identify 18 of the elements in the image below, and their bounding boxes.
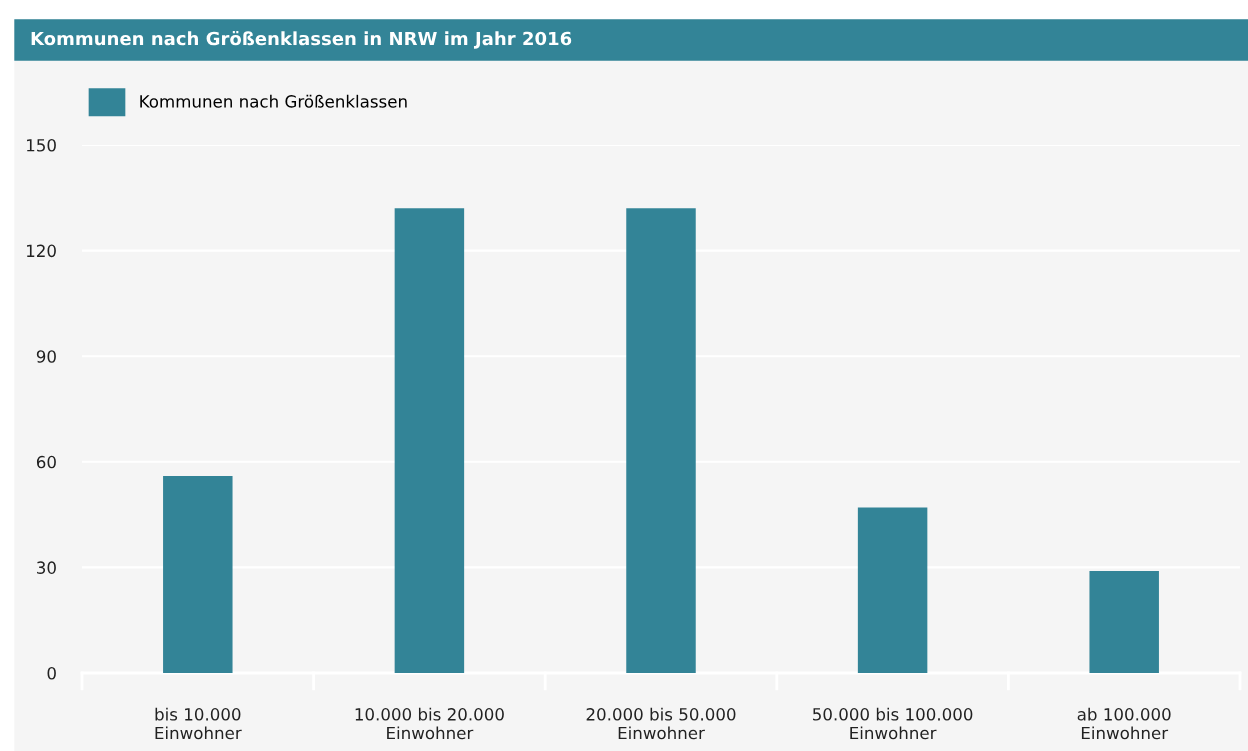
y-tick-label: 150 [27, 138, 56, 152]
y-tick-label: 120 [27, 244, 56, 258]
bar [1089, 570, 1159, 673]
bar [394, 208, 465, 673]
x-tick-label: ab 100.000 Einwohner [1077, 707, 1171, 740]
x-tick-label: bis 10.000 Einwohner [155, 707, 242, 740]
y-tick-label: 90 [36, 350, 56, 363]
y-tick-label: 0 [47, 666, 56, 680]
y-tick-label: 30 [37, 561, 56, 574]
chart-title: Kommunen nach Größenklassen in NRW im Jahr 2016 [31, 31, 572, 49]
legend-label: Kommunen nach Größenklassen [140, 94, 407, 108]
x-tick-label: 50.000 bis 100.000 Einwohner [813, 707, 973, 740]
bar [626, 208, 696, 673]
bar [857, 507, 928, 673]
x-tick-label: 10.000 bis 20.000 Einwohner [355, 707, 504, 740]
bar [163, 475, 233, 673]
x-tick-label: 20.000 bis 50.000 Einwohner [586, 707, 736, 740]
y-tick-label: 60 [36, 455, 56, 469]
